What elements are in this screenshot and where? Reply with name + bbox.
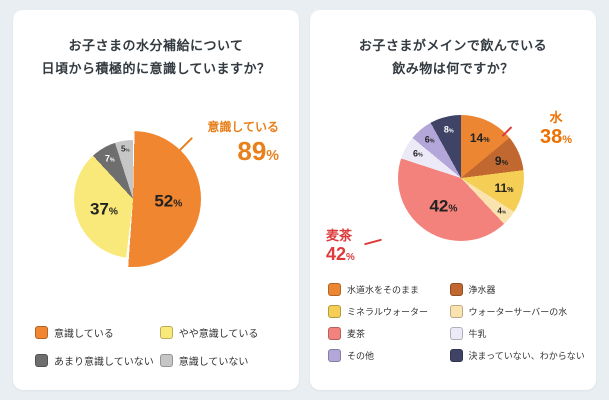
card-main-beverage: お子さまがメインで飲んでいる 飲み物は何ですか？ 14% 9% 11% 4% 42% 6%… bbox=[310, 10, 596, 390]
legend-item: 牛乳 bbox=[449, 327, 583, 341]
legend-item: 意識している bbox=[35, 325, 154, 340]
legend-item: 麦茶 bbox=[328, 327, 446, 341]
card-title-line-2: 日頃から積極的に意識していますか？ bbox=[41, 60, 271, 76]
pie-slice-label: 5% bbox=[120, 144, 130, 154]
callout-unit: % bbox=[266, 147, 279, 164]
pie-slice-label: 6% bbox=[413, 148, 423, 159]
pie-slice-label: 8% bbox=[443, 124, 454, 135]
chart-area: 14% 9% 11% 4% 42% 6% 6% 8% 水 38% 麦茶 42% bbox=[326, 91, 580, 271]
callout-awareness: 意識している 89% bbox=[207, 120, 279, 167]
callout-number: 89 bbox=[237, 135, 267, 166]
legend-color-chip bbox=[328, 305, 341, 319]
pie-slice-label: 9% bbox=[494, 153, 509, 168]
card-title-line-2: 飲み物は何ですか？ bbox=[392, 60, 514, 76]
pie-emphasized-slice bbox=[65, 131, 201, 268]
callout-pointer-line bbox=[364, 238, 382, 246]
card-hydration-awareness: お子さまの水分補給について 日頃から積極的に意識していますか？ 52% 37% 7%… bbox=[13, 10, 299, 390]
legend-color-chip bbox=[159, 326, 173, 340]
pie-slice-label: 14% bbox=[469, 131, 490, 146]
callout-value: 89% bbox=[207, 135, 279, 167]
legend-label: 麦茶 bbox=[347, 329, 366, 340]
legend-label: 意識していない bbox=[178, 357, 249, 369]
pie-slice-label: 11% bbox=[494, 180, 514, 195]
legend-item: その他 bbox=[328, 349, 446, 363]
legend-item: 水道水をそのまま bbox=[328, 283, 446, 297]
legend-label: ミネラルウォーター bbox=[347, 307, 429, 318]
legend-item: やや意識している bbox=[159, 325, 277, 341]
legend-label: 決まっていない、わからない bbox=[468, 351, 585, 362]
legend-color-chip bbox=[449, 305, 463, 319]
callout-label: 意識している bbox=[207, 120, 279, 135]
legend-item: 決まっていない、わからない bbox=[449, 349, 585, 363]
awareness-pie-chart: 52% 37% 7% 5% bbox=[65, 131, 201, 268]
callout-number: 42 bbox=[326, 244, 347, 264]
legend-label: ウォーターサーバーの水 bbox=[468, 307, 568, 318]
legend-color-chip bbox=[35, 326, 48, 340]
legend-item: 意識していない bbox=[159, 353, 277, 369]
legend-color-chip bbox=[159, 354, 173, 368]
card-title-line-1: お子さまの水分補給について bbox=[68, 37, 244, 53]
callout-number: 38 bbox=[539, 126, 563, 148]
beverage-pie-chart: 14% 9% 11% 4% 42% 6% 6% 8% bbox=[398, 115, 524, 242]
legend-label: あまり意識していない bbox=[54, 357, 154, 369]
legend-label: その他 bbox=[347, 351, 375, 362]
legend-label: 意識している bbox=[54, 329, 114, 341]
legend-label: 水道水をそのまま bbox=[347, 285, 420, 296]
legend-color-chip bbox=[449, 327, 463, 341]
legend-color-chip bbox=[449, 349, 463, 363]
pie-slice-label: 4% bbox=[497, 206, 507, 216]
callout-mugicha: 麦茶 42% bbox=[326, 228, 355, 265]
legend-label: やや意識している bbox=[178, 329, 259, 341]
legend-item: あまり意識していない bbox=[35, 353, 154, 368]
pie-slice-label: 7% bbox=[104, 153, 115, 164]
callout-value: 42% bbox=[326, 244, 355, 265]
legend-label: 浄水器 bbox=[468, 285, 496, 296]
legend-label: 牛乳 bbox=[468, 329, 487, 340]
pie-slice-label: 6% bbox=[424, 134, 435, 145]
legend-beverage: 水道水をそのまま 浄水器ミネラルウォーター ウォーターサーバーの水麦茶 牛乳その他 決ま… bbox=[326, 283, 585, 363]
callout-water: 水 38% bbox=[540, 110, 572, 149]
legend-color-chip bbox=[328, 283, 341, 297]
legend-color-chip bbox=[35, 354, 48, 368]
callout-unit: % bbox=[562, 134, 572, 146]
pie-slice-label: 37% bbox=[89, 199, 118, 219]
chart-area: 52% 37% 7% 5% 意識している 89% bbox=[29, 91, 283, 301]
pie-slice-label: 52% bbox=[154, 191, 183, 211]
legend-awareness: 意識している やや意識しているあまり意識していない 意識していない bbox=[29, 325, 283, 368]
legend-color-chip bbox=[328, 349, 341, 363]
legend-color-chip bbox=[328, 327, 341, 341]
pie-slice-label: 42% bbox=[429, 196, 458, 216]
callout-unit: % bbox=[346, 252, 355, 263]
card-title-line-1: お子さまがメインで飲んでいる bbox=[358, 37, 548, 53]
card-title: お子さまの水分補給について 日頃から積極的に意識していますか？ bbox=[29, 35, 283, 81]
card-title: お子さまがメインで飲んでいる 飲み物は何ですか？ bbox=[326, 35, 580, 81]
legend-item: ミネラルウォーター bbox=[328, 305, 446, 319]
callout-label: 麦茶 bbox=[326, 228, 353, 244]
callout-value: 38% bbox=[540, 126, 572, 149]
legend-color-chip bbox=[449, 283, 463, 297]
legend-item: 浄水器 bbox=[449, 283, 583, 297]
legend-item: ウォーターサーバーの水 bbox=[449, 305, 583, 319]
callout-label: 水 bbox=[549, 110, 563, 126]
